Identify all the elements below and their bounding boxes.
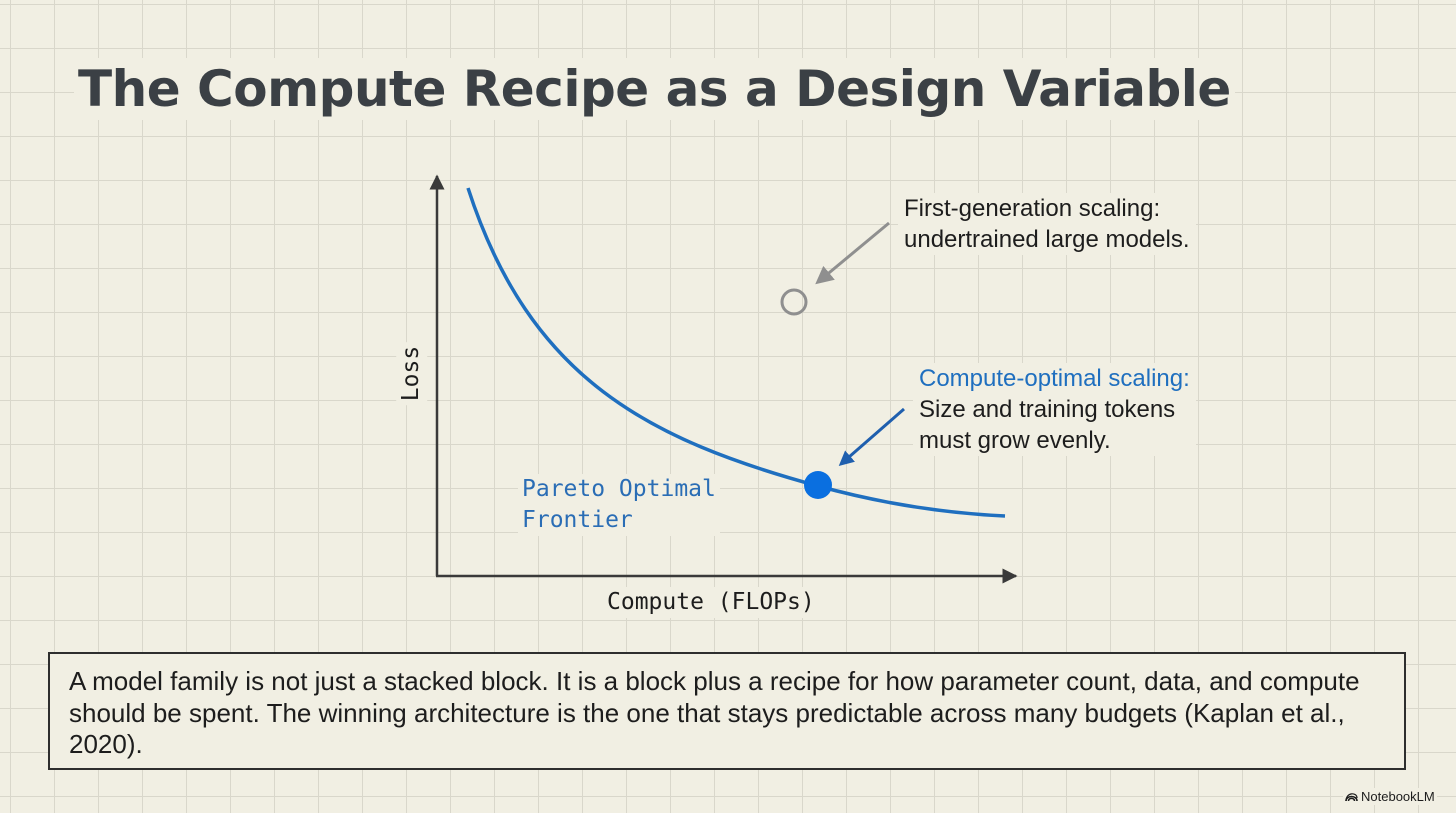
slide-title: The Compute Recipe as a Design Variable: [74, 58, 1235, 120]
compute-optimal-arrow: [838, 407, 905, 466]
first-generation-line2: undertrained large models.: [904, 226, 1190, 253]
first-generation-annotation: First-generation scaling: undertrained l…: [898, 193, 1196, 255]
pareto-frontier-label: Pareto Optimal Frontier: [518, 474, 720, 536]
first-generation-arrow: [815, 221, 890, 285]
brand-watermark: NotebookLM: [1343, 788, 1437, 805]
brand-name: NotebookLM: [1361, 789, 1435, 804]
compute-optimal-annotation: Compute-optimal scaling: Size and traini…: [913, 363, 1196, 456]
pareto-frontier-curve: [466, 187, 1006, 518]
caption-text: A model family is not just a stacked blo…: [69, 666, 1360, 759]
caption-box: A model family is not just a stacked blo…: [48, 652, 1406, 770]
compute-optimal-line1: Size and training tokens: [919, 396, 1176, 423]
compute-optimal-heading: Compute-optimal scaling:: [919, 365, 1190, 392]
compute-optimal-point: [804, 471, 832, 499]
compute-optimal-line2: must grow evenly.: [919, 427, 1111, 454]
y-axis-label: Loss: [396, 341, 428, 406]
x-axis-label: Compute (FLOPs): [603, 587, 819, 618]
pareto-frontier-label-line2: Frontier: [522, 507, 633, 533]
first-generation-point: [780, 288, 808, 316]
pareto-frontier-label-line1: Pareto Optimal: [522, 476, 716, 502]
first-generation-line1: First-generation scaling:: [904, 195, 1161, 222]
notebooklm-logo-icon: [1345, 793, 1358, 802]
